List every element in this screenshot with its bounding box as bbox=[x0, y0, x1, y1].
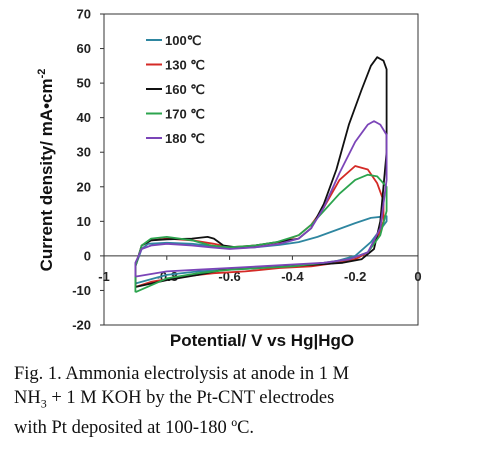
y-tick-label: 0 bbox=[84, 248, 91, 263]
y-tick-label: -10 bbox=[72, 283, 91, 298]
caption-line-3: with Pt deposited at 100-180 ºC. bbox=[14, 417, 255, 438]
caption-rest: + 1 M KOH by the Pt-CNT electrodes bbox=[46, 388, 335, 408]
series-line-4 bbox=[134, 173, 388, 294]
legend: 100℃ 130 ℃ 160 ℃ 170 ℃ 180 ℃ bbox=[146, 33, 205, 146]
y-tick-label: 60 bbox=[77, 41, 91, 56]
legend-label: 130 ℃ bbox=[165, 58, 205, 73]
plot-border bbox=[103, 13, 419, 326]
legend-label: 160 ℃ bbox=[165, 82, 205, 97]
y-tick-label: 70 bbox=[77, 7, 91, 22]
figure-caption: Fig. 1. Ammonia electrolysis at anode in… bbox=[14, 362, 472, 440]
x-tick-label: -1 bbox=[98, 269, 110, 284]
y-tick-label: 50 bbox=[77, 76, 91, 91]
caption-nh: NH bbox=[14, 388, 41, 408]
legend-label: 100℃ bbox=[165, 33, 201, 48]
y-axis-title: Current density/ mA•cm-2 bbox=[36, 69, 56, 272]
y-axis-title-exponent: -2 bbox=[36, 69, 48, 79]
series-line-5 bbox=[134, 120, 388, 278]
y-tick-label: 30 bbox=[77, 145, 91, 160]
x-axis-title: Potential/ V vs Hg|HgO bbox=[170, 331, 354, 350]
x-tick-label: -0.4 bbox=[281, 269, 304, 284]
x-tick-label: 0 bbox=[414, 269, 421, 284]
caption-subscript: 3 bbox=[40, 396, 47, 411]
y-axis-title-main: Current density/ mA•cm bbox=[37, 78, 56, 271]
legend-label: 170 ℃ bbox=[165, 107, 205, 122]
y-axis-ticks: -20 -10 0 10 20 30 40 50 60 70 bbox=[72, 7, 104, 333]
y-tick-label: -20 bbox=[72, 318, 91, 333]
y-tick-label: 10 bbox=[77, 214, 91, 229]
caption-line-2: NH3 + 1 M KOH by the Pt-CNT electrodes bbox=[14, 386, 472, 416]
y-tick-label: 20 bbox=[77, 179, 91, 194]
caption-line-1: Fig. 1. Ammonia electrolysis at anode in… bbox=[14, 364, 350, 384]
y-tick-label: 40 bbox=[77, 110, 91, 125]
x-tick-label: -0.2 bbox=[344, 269, 366, 284]
legend-label: 180 ℃ bbox=[165, 131, 205, 146]
series-layer bbox=[134, 56, 388, 294]
